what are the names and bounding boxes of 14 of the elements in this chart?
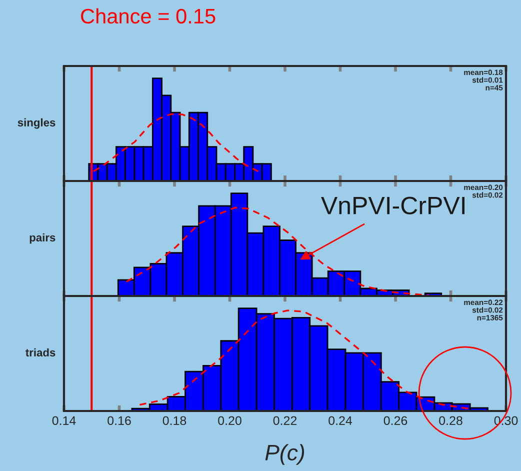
x-tick-label: 0.20 bbox=[218, 416, 242, 426]
x-tick-label: 0.22 bbox=[273, 416, 297, 426]
y-axis-title: pairs bbox=[30, 233, 56, 244]
x-tick-label: 0.26 bbox=[384, 416, 408, 426]
y-axis-title: singles bbox=[18, 118, 56, 129]
annotation: VnPVI-CrPVI bbox=[321, 196, 464, 214]
x-tick-label: 0.16 bbox=[108, 416, 131, 426]
y-axis-title: triads bbox=[26, 348, 56, 356]
x-tick-label: 0.28 bbox=[439, 416, 462, 426]
x-axis-title: P(c) bbox=[265, 444, 304, 465]
x-tick-label: 0.18 bbox=[162, 416, 186, 426]
chart-title: Chance = 0.15 bbox=[81, 8, 216, 24]
x-tick-label: 0.24 bbox=[328, 416, 352, 426]
x-tick-label: 0.14 bbox=[52, 416, 76, 426]
